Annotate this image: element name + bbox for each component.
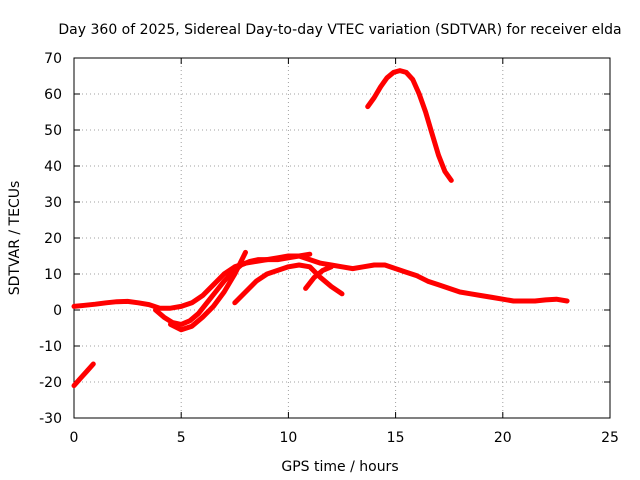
axis-ticks: 0 5 10 15 20 25 -30 -20 -10 0 10 20 30 40 50 60 70 — [39, 51, 619, 446]
y-tick-label: 70 — [44, 51, 62, 67]
x-tick-label: 10 — [279, 430, 297, 446]
y-tick-label: 20 — [44, 231, 62, 247]
y-tick-label: -10 — [39, 339, 62, 355]
y-tick-label: 40 — [44, 159, 62, 175]
x-tick-label: 15 — [387, 430, 405, 446]
y-tick-label: -20 — [39, 375, 62, 391]
y-tick-label: -30 — [39, 411, 62, 427]
y-tick-label: 0 — [53, 303, 62, 319]
series-track-d — [168, 249, 248, 333]
series-track-e — [232, 262, 345, 306]
series-track-f — [303, 264, 334, 291]
x-tick-label: 20 — [494, 430, 512, 446]
series-layer — [71, 68, 570, 389]
series-track-c — [153, 251, 313, 327]
y-tick-label: 30 — [44, 195, 62, 211]
y-tick-label: 60 — [44, 87, 62, 103]
y-tick-label: 10 — [44, 267, 62, 283]
x-tick-label: 25 — [601, 430, 619, 446]
y-axis-label: SDTVAR / TECUs — [7, 181, 23, 296]
x-tick-label: 5 — [177, 430, 186, 446]
grid — [74, 58, 610, 418]
series-track-g — [365, 68, 454, 183]
chart-title: Day 360 of 2025, Sidereal Day-to-day VTE… — [58, 22, 621, 38]
series-track-b — [71, 253, 570, 311]
x-axis-label: GPS time / hours — [281, 459, 398, 475]
series-track-a — [71, 361, 96, 389]
y-tick-label: 50 — [44, 123, 62, 139]
x-tick-label: 0 — [70, 430, 79, 446]
